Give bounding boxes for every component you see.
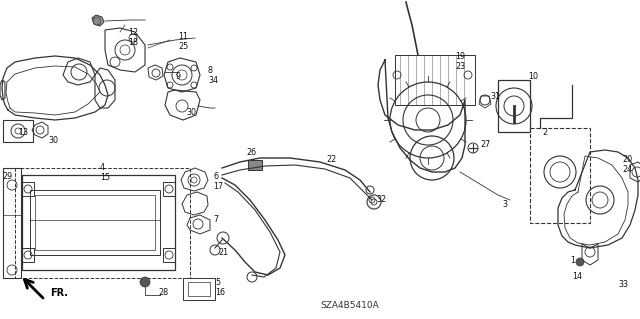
Text: 17: 17 (213, 182, 223, 191)
Text: 14: 14 (572, 272, 582, 281)
Bar (248, 160, 262, 170)
Circle shape (93, 17, 101, 25)
Circle shape (140, 277, 150, 287)
Text: 2: 2 (542, 128, 547, 137)
Text: 22: 22 (326, 155, 336, 164)
Text: 26: 26 (246, 148, 256, 157)
Text: 8: 8 (208, 66, 213, 75)
Text: 12: 12 (128, 28, 138, 37)
Bar (3, 168, 21, 278)
Bar (15, 168, 190, 278)
Text: 9: 9 (176, 72, 181, 81)
Text: 34: 34 (208, 76, 218, 85)
Text: 15: 15 (100, 173, 110, 182)
Text: 18: 18 (128, 38, 138, 47)
Circle shape (576, 258, 584, 266)
Text: 6: 6 (213, 172, 218, 181)
Text: 20: 20 (622, 155, 632, 164)
Bar (395, 55, 475, 105)
Text: 10: 10 (528, 72, 538, 81)
Text: 32: 32 (376, 195, 386, 204)
Text: 27: 27 (480, 140, 490, 149)
Bar (163, 248, 175, 262)
Text: 28: 28 (158, 288, 168, 297)
Text: 16: 16 (215, 288, 225, 297)
Text: 30: 30 (186, 108, 196, 117)
Bar (3, 120, 33, 142)
Text: 25: 25 (178, 42, 188, 51)
Text: 23: 23 (455, 62, 465, 71)
Bar (22, 248, 34, 262)
Text: 4: 4 (100, 163, 105, 172)
Bar (30, 190, 160, 255)
Text: 13: 13 (18, 128, 28, 137)
Text: 24: 24 (622, 165, 632, 174)
Text: 33: 33 (618, 280, 628, 289)
Text: 11: 11 (178, 32, 188, 41)
Text: 21: 21 (218, 248, 228, 257)
Text: SZA4B5410A: SZA4B5410A (321, 301, 380, 310)
Text: FR.: FR. (50, 288, 68, 298)
Text: 30: 30 (48, 136, 58, 145)
Bar (35, 195, 155, 250)
Text: 29: 29 (2, 172, 12, 181)
Polygon shape (92, 15, 104, 26)
Bar (188, 282, 210, 296)
Text: 31: 31 (490, 92, 500, 101)
Text: 1: 1 (570, 256, 575, 265)
Text: 19: 19 (455, 52, 465, 61)
Bar (163, 182, 175, 196)
Bar (22, 182, 34, 196)
Bar (183, 278, 215, 300)
Text: 5: 5 (215, 278, 220, 287)
Bar (530, 128, 590, 223)
Text: 7: 7 (213, 215, 218, 224)
Text: 3: 3 (502, 200, 507, 209)
